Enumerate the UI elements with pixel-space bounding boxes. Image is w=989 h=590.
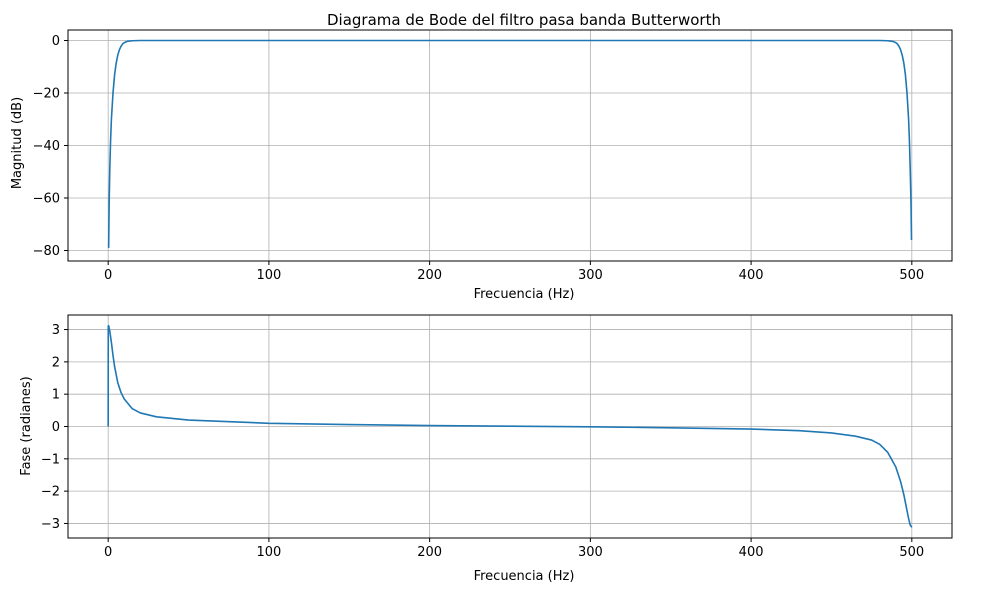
magnitude-plot: 0 100 200 300 400 500 0 −20 −40 −60 −80 bbox=[33, 29, 953, 283]
phase-y-tick-label: 1 bbox=[52, 388, 60, 403]
phase-y-tick-label: 3 bbox=[52, 323, 60, 338]
magnitude-x-tick-label: 300 bbox=[578, 268, 603, 283]
phase-plot: 0 100 200 300 400 500 3 2 1 0 −1 −2 −3 bbox=[41, 314, 953, 560]
phase-y-tick-label: 0 bbox=[52, 420, 60, 435]
phase-y-tick-label: −1 bbox=[41, 452, 60, 467]
magnitude-y-tick-label: −80 bbox=[33, 244, 60, 259]
phase-y-axis-label: Fase (radianes) bbox=[19, 376, 34, 475]
magnitude-y-tick-label: −40 bbox=[33, 139, 60, 154]
phase-x-tick-label: 400 bbox=[739, 545, 764, 560]
phase-x-tick-label: 200 bbox=[417, 545, 442, 560]
magnitude-y-tick-label: 0 bbox=[52, 34, 60, 49]
magnitude-y-axis-label: Magnitud (dB) bbox=[10, 97, 25, 189]
magnitude-x-tick-label: 200 bbox=[417, 268, 442, 283]
phase-y-tick-label: 2 bbox=[52, 355, 60, 370]
phase-x-tick-label: 300 bbox=[578, 545, 603, 560]
phase-x-tick-label: 0 bbox=[104, 545, 112, 560]
magnitude-y-tick-label: −60 bbox=[33, 192, 60, 207]
chart-title: Diagrama de Bode del filtro pasa banda B… bbox=[327, 11, 721, 29]
phase-y-tick-label: −2 bbox=[41, 485, 60, 500]
magnitude-x-tick-label: 0 bbox=[104, 268, 112, 283]
magnitude-series-line bbox=[107, 39, 913, 248]
phase-x-tick-label: 500 bbox=[899, 545, 924, 560]
phase-series-line bbox=[107, 324, 913, 528]
magnitude-x-tick-label: 500 bbox=[899, 268, 924, 283]
magnitude-x-tick-label: 400 bbox=[739, 268, 764, 283]
magnitude-y-tick-label: −20 bbox=[33, 87, 60, 102]
phase-y-tick-label: −3 bbox=[41, 517, 60, 532]
magnitude-x-axis-label: Frecuencia (Hz) bbox=[474, 287, 575, 302]
phase-x-axis-label: Frecuencia (Hz) bbox=[474, 569, 575, 584]
magnitude-x-tick-label: 100 bbox=[256, 268, 281, 283]
phase-x-tick-label: 100 bbox=[256, 545, 281, 560]
